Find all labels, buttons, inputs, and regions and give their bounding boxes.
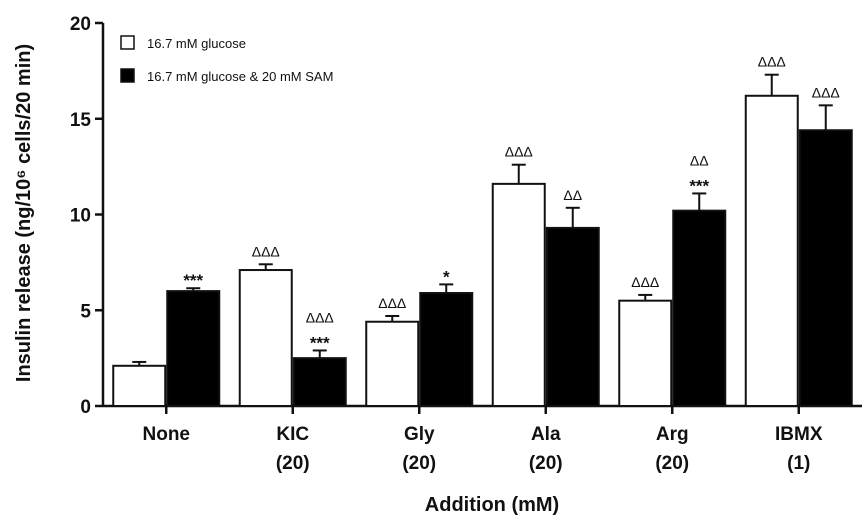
bar-glucose <box>618 299 673 407</box>
bar-glucose-sam <box>166 290 221 408</box>
legend: 16.7 mM glucose 16.7 mM glucose & 20 mM S… <box>120 35 333 84</box>
y-tick-label: 0 <box>80 397 91 418</box>
bar-glucose <box>744 94 799 408</box>
significance-stars: *** <box>689 176 709 195</box>
axes: 0 5 10 15 20 None KIC (20) Gly (20) Ala (20) Arg (20)… <box>70 14 862 474</box>
legend-swatch <box>120 68 135 83</box>
y-tick-label: 15 <box>70 110 92 131</box>
x-tick-label: Gly <box>404 424 435 445</box>
x-tick-label: (20) <box>276 453 310 474</box>
y-tick-label: 20 <box>70 14 91 35</box>
significance-deltas: ΔΔ <box>690 152 709 168</box>
x-tick-label: IBMX <box>775 424 823 445</box>
legend-label: 16.7 mM glucose & 20 mM SAM <box>147 69 333 84</box>
y-tick-label: 10 <box>70 206 91 227</box>
bars <box>112 73 853 408</box>
x-tick-label: (20) <box>402 453 436 474</box>
bar-glucose-sam <box>419 292 474 408</box>
x-tick-label: (20) <box>529 453 563 474</box>
bar-glucose <box>365 320 420 407</box>
x-tick-label: KIC <box>276 424 309 445</box>
bar-glucose-sam <box>545 226 600 407</box>
x-tick-label: Arg <box>656 424 689 445</box>
bar-glucose <box>491 182 546 407</box>
bar-glucose <box>112 364 167 408</box>
significance-deltas: ΔΔΔ <box>252 243 280 259</box>
significance-stars: *** <box>310 333 330 352</box>
significance-deltas: ΔΔΔ <box>812 84 840 100</box>
bar-glucose <box>238 269 293 407</box>
legend-swatch <box>120 35 135 50</box>
legend-label: 16.7 mM glucose <box>147 36 246 51</box>
significance-stars: * <box>443 267 450 286</box>
significance-deltas: ΔΔΔ <box>631 274 659 290</box>
significance-stars: *** <box>183 271 203 290</box>
significance-deltas: ΔΔ <box>563 187 582 203</box>
bar-glucose-sam <box>672 209 727 407</box>
x-tick-label: (20) <box>655 453 689 474</box>
significance-deltas: ΔΔΔ <box>505 144 533 160</box>
significance-deltas: ΔΔΔ <box>758 54 786 70</box>
x-tick-label: None <box>143 424 191 445</box>
significance-deltas: ΔΔΔ <box>378 295 406 311</box>
y-axis-title: Insulin release (ng/10⁶ cells/20 min) <box>13 44 35 382</box>
x-axis-title: Addition (mM) <box>425 494 559 516</box>
significance-deltas: ΔΔΔ <box>306 309 334 325</box>
x-tick-label: (1) <box>787 453 810 474</box>
y-tick-label: 5 <box>80 301 91 322</box>
x-tick-label: Ala <box>531 424 561 445</box>
bar-glucose-sam <box>292 357 347 407</box>
bar-glucose-sam <box>798 129 853 408</box>
